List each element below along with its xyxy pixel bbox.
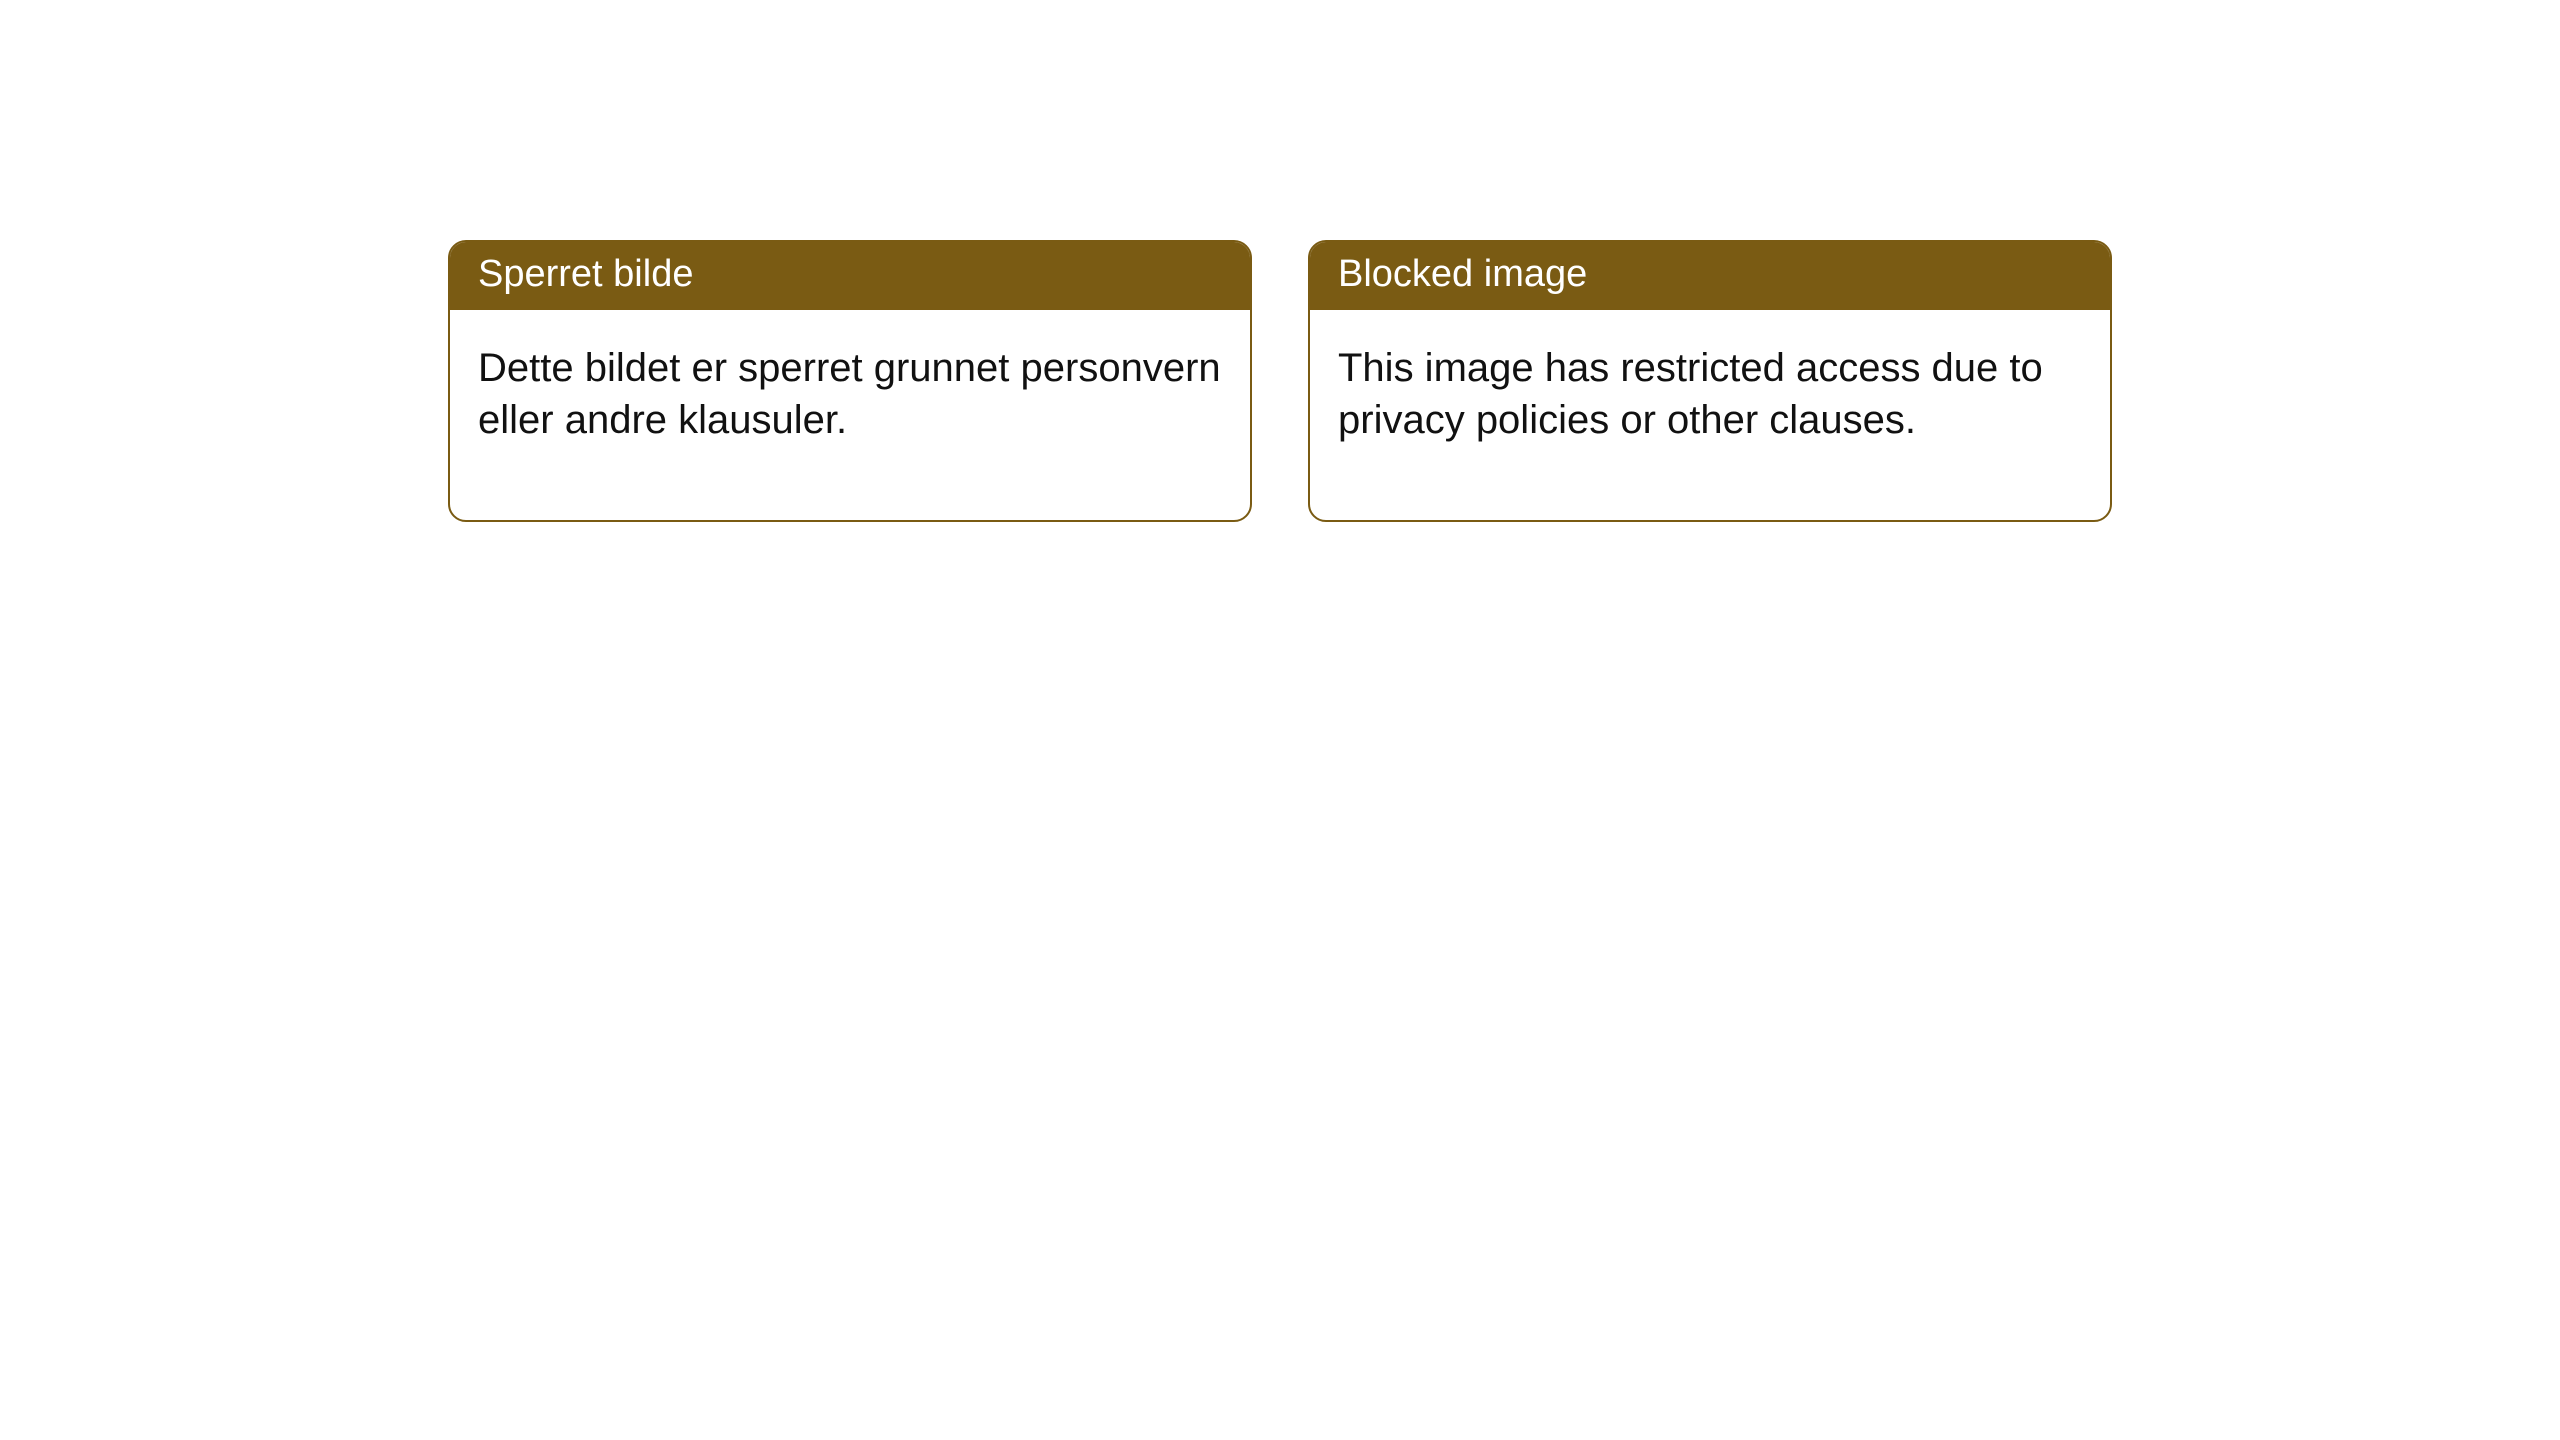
card-title-norwegian: Sperret bilde bbox=[450, 242, 1250, 310]
notice-cards-row: Sperret bilde Dette bildet er sperret gr… bbox=[0, 0, 2560, 522]
blocked-image-card-norwegian: Sperret bilde Dette bildet er sperret gr… bbox=[448, 240, 1252, 522]
blocked-image-card-english: Blocked image This image has restricted … bbox=[1308, 240, 2112, 522]
card-title-english: Blocked image bbox=[1310, 242, 2110, 310]
card-body-norwegian: Dette bildet er sperret grunnet personve… bbox=[450, 310, 1250, 520]
card-body-english: This image has restricted access due to … bbox=[1310, 310, 2110, 520]
